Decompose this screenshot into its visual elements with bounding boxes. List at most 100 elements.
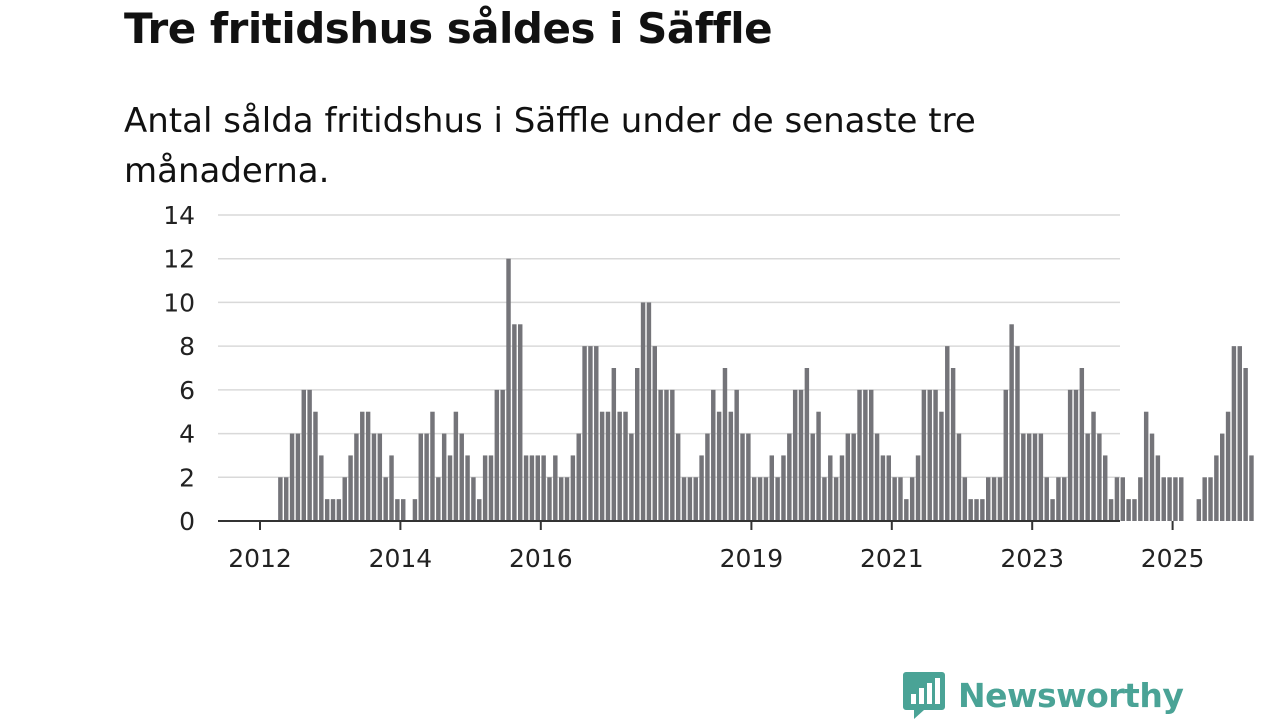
bar	[810, 433, 815, 521]
bar	[857, 389, 862, 521]
bar	[1085, 433, 1090, 521]
bar	[1161, 477, 1166, 521]
bar	[1114, 477, 1120, 521]
bar	[365, 411, 371, 521]
bar	[1097, 433, 1102, 521]
bar	[670, 389, 675, 521]
bar	[822, 477, 827, 521]
bar	[330, 499, 336, 521]
x-tick-label: 2019	[720, 544, 784, 573]
bar	[482, 455, 488, 521]
bar	[1243, 368, 1248, 521]
bar	[465, 455, 470, 521]
y-tick-label: 14	[163, 201, 195, 230]
bar	[1044, 477, 1049, 521]
bar	[553, 455, 558, 521]
bar	[734, 389, 739, 521]
bar	[845, 433, 851, 521]
bar	[816, 411, 821, 521]
bar	[880, 455, 886, 521]
bar	[652, 346, 657, 521]
bar	[336, 499, 342, 521]
bar	[991, 477, 997, 521]
y-tick-label: 8	[179, 332, 195, 361]
bar	[1249, 455, 1254, 521]
bar	[1237, 346, 1242, 521]
bar	[699, 455, 704, 521]
bar	[1179, 477, 1184, 521]
x-tick-label: 2023	[1000, 544, 1064, 573]
bar	[324, 499, 330, 521]
bar	[301, 389, 306, 521]
bar	[401, 499, 406, 521]
bar	[886, 455, 891, 521]
bar	[617, 411, 622, 521]
bar	[997, 477, 1003, 521]
bar	[1050, 499, 1055, 521]
bar	[354, 433, 359, 521]
bar	[307, 389, 312, 521]
bar	[342, 477, 347, 521]
bar	[1103, 455, 1108, 521]
bar	[412, 499, 418, 521]
bar	[1021, 433, 1026, 521]
x-axis-ticks: 2012 2014 2016 2019 2021 2023 2025	[228, 521, 1204, 573]
newsworthy-logo-icon	[903, 672, 945, 719]
bar	[828, 455, 833, 521]
bar	[1225, 411, 1231, 521]
bar	[611, 368, 617, 521]
y-tick-label: 0	[179, 507, 195, 536]
bar	[494, 389, 500, 521]
bar	[418, 433, 423, 521]
bar	[939, 411, 944, 521]
bar	[716, 411, 722, 521]
bar	[1067, 389, 1073, 521]
bar	[1108, 499, 1114, 521]
bar	[1073, 389, 1079, 521]
bar	[500, 389, 505, 521]
bar	[1032, 433, 1038, 521]
bar	[319, 455, 324, 521]
bar	[430, 411, 435, 521]
bar	[605, 411, 611, 521]
bar	[389, 455, 394, 521]
bar	[441, 433, 447, 521]
bar	[915, 455, 921, 521]
bar	[576, 433, 581, 521]
bar	[447, 455, 453, 521]
bar	[564, 477, 570, 521]
bar	[974, 499, 979, 521]
bar	[477, 499, 482, 521]
bar	[284, 477, 289, 521]
bar	[383, 477, 388, 521]
y-tick-label: 4	[179, 420, 195, 449]
bar	[541, 455, 546, 521]
bar	[728, 411, 734, 521]
bar	[904, 499, 909, 521]
bar	[1056, 477, 1061, 521]
bar	[599, 411, 605, 521]
bar	[313, 411, 318, 521]
bar	[980, 499, 985, 521]
x-tick-label: 2012	[228, 544, 292, 573]
bar	[1026, 433, 1032, 521]
x-tick-label: 2025	[1141, 544, 1205, 573]
brand-name: Newsworthy	[958, 675, 1184, 715]
bar	[763, 477, 769, 521]
y-tick-label: 2	[179, 463, 195, 492]
bar	[1091, 411, 1096, 521]
bar	[693, 477, 698, 521]
bar	[635, 368, 640, 521]
bar	[1120, 477, 1125, 521]
bar	[1079, 368, 1085, 521]
bar	[588, 346, 593, 521]
bar	[582, 346, 587, 521]
bar	[623, 411, 628, 521]
bar	[1038, 433, 1044, 521]
bar	[1196, 499, 1202, 521]
bar	[962, 477, 968, 521]
bar	[488, 455, 494, 521]
bar	[1143, 411, 1149, 521]
bar	[1015, 346, 1020, 521]
